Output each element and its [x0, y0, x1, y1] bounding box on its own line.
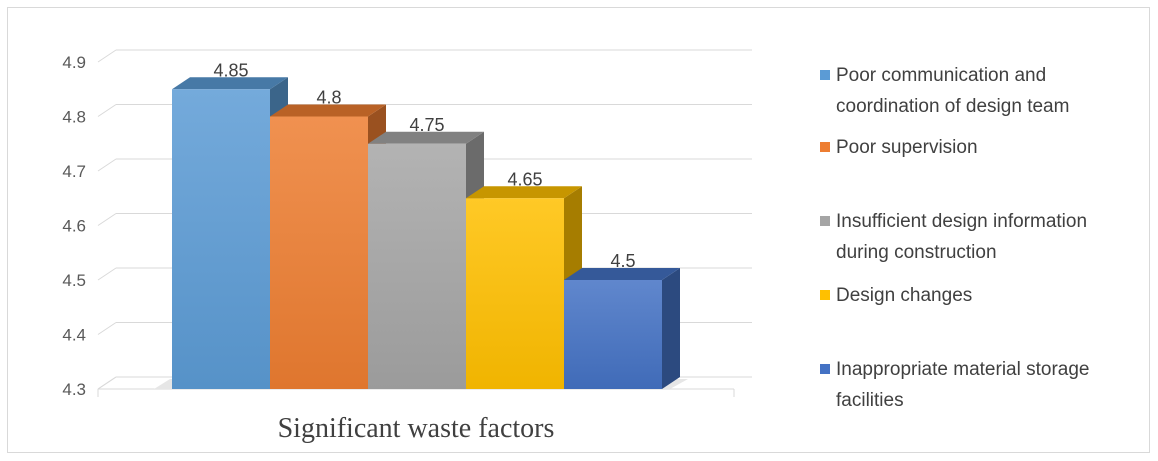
bar-front [466, 198, 564, 389]
gridline-depth [97, 49, 117, 63]
gridline-depth [97, 158, 117, 172]
legend-swatch [820, 364, 830, 374]
gridline-depth [97, 213, 117, 226]
legend-label: Insufficient design information during c… [836, 211, 1088, 263]
bar-front [270, 116, 368, 389]
legend-label: Inappropriate material storage facilitie… [836, 359, 1090, 411]
data-label: 4.5 [610, 251, 635, 271]
y-tick-label: 4.7 [62, 162, 86, 181]
legend-swatch [820, 70, 830, 80]
y-tick-label: 4.5 [62, 271, 86, 290]
bar-front [368, 143, 466, 389]
data-label: 4.65 [507, 169, 542, 189]
gridline-depth [97, 322, 117, 335]
legend-label: Design changes [836, 285, 973, 306]
bar-top [172, 77, 288, 90]
legend-item: Inappropriate material storage facilitie… [820, 354, 1136, 416]
legend-item: Design changes [820, 280, 1136, 311]
legend-item: Poor communication and coordination of d… [820, 60, 1136, 122]
legend-swatch [820, 290, 830, 300]
y-tick-label: 4.4 [62, 326, 86, 345]
legend-label: Poor communication and coordination of d… [836, 65, 1070, 117]
data-labels: 4.85 4.8 4.75 4.65 4.5 [213, 60, 635, 271]
bar [270, 104, 386, 389]
bars [154, 77, 688, 389]
data-label: 4.8 [316, 88, 341, 108]
data-label: 4.85 [213, 60, 248, 80]
legend-item: Poor supervision [820, 132, 1136, 163]
y-tick-label: 4.8 [62, 108, 86, 127]
bar-top [564, 268, 680, 280]
y-tick-label: 4.9 [62, 53, 86, 72]
legend: Poor communication and coordination of d… [820, 0, 1150, 461]
x-axis-title: Significant waste factors [278, 413, 555, 444]
y-tick-label: 4.3 [62, 380, 86, 399]
bar-top [466, 186, 582, 199]
bar-top [368, 131, 484, 144]
legend-swatch [820, 142, 830, 152]
bar-front [172, 89, 270, 389]
bar-top [270, 104, 386, 117]
y-tick-label: 4.6 [62, 217, 86, 236]
bar [564, 268, 680, 389]
gridline-depth [97, 104, 117, 117]
data-label: 4.75 [409, 115, 444, 135]
bar-front [564, 280, 662, 389]
gridline-depth [97, 267, 117, 281]
legend-label: Poor supervision [836, 137, 978, 158]
bar-side [662, 268, 680, 389]
axes: 4.3 4.4 4.5 4.6 4.7 4.8 4.9 [62, 53, 735, 399]
legend-swatch [820, 216, 830, 226]
legend-item: Insufficient design information during c… [820, 206, 1136, 268]
